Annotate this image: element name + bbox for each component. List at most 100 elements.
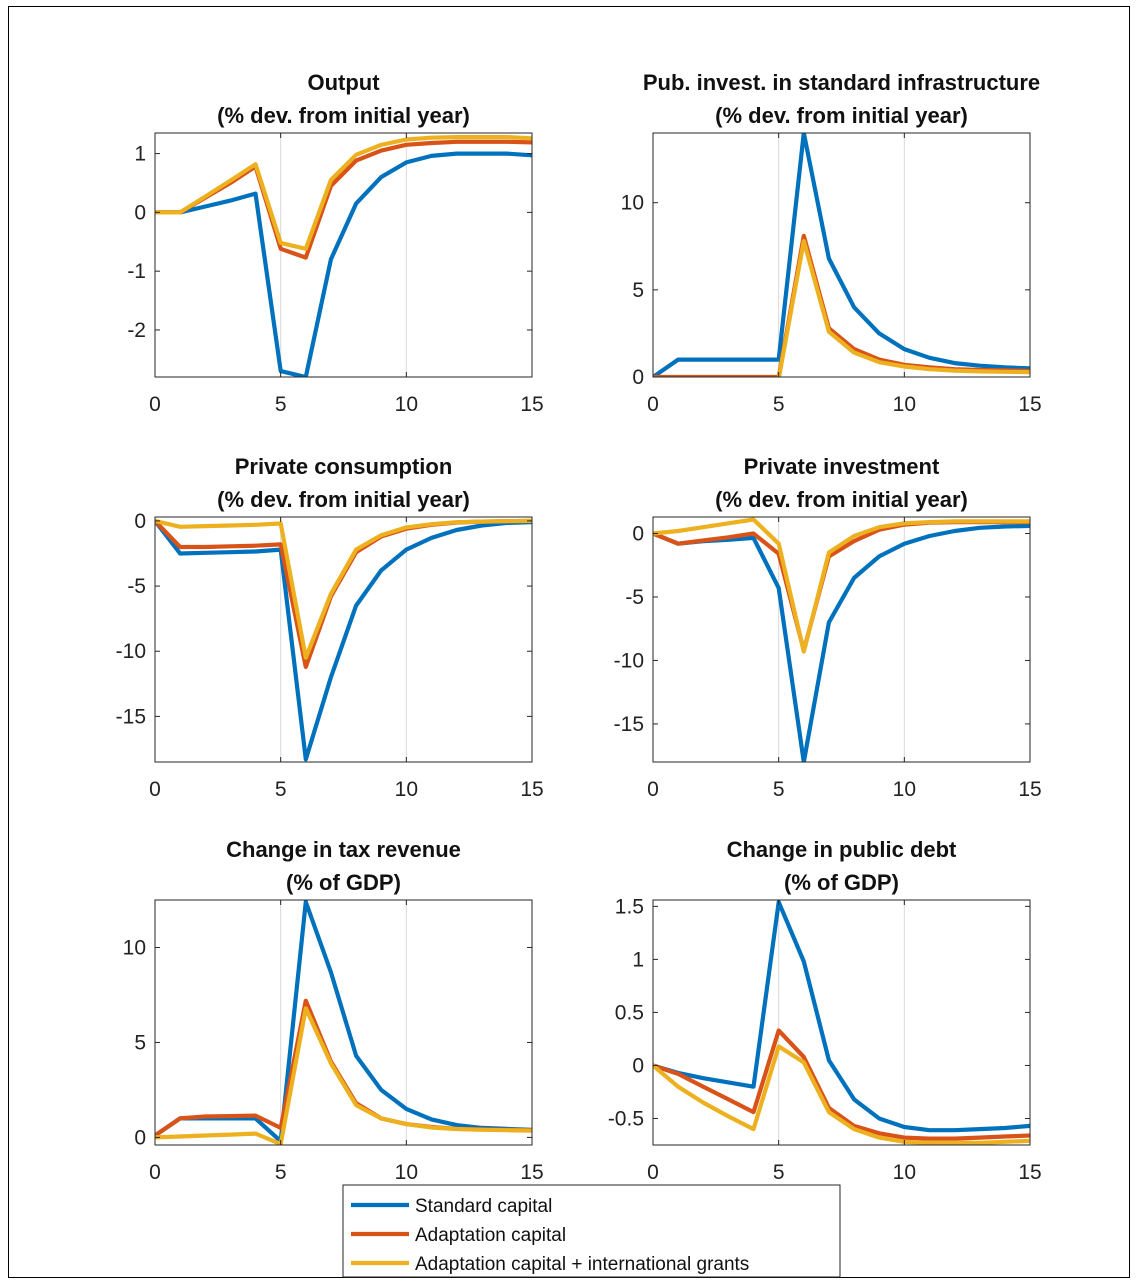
y-tick-label: 0	[134, 201, 146, 224]
chart-title-line: Change in public debt	[727, 837, 957, 862]
chart-title-line: (% dev. from initial year)	[217, 487, 470, 512]
series-line-grants	[155, 1006, 532, 1145]
legend: Standard capital Adaptation capital Adapta…	[342, 1184, 841, 1278]
chart-panel-1: Output(% dev. from initial year)0 5 10 15-2…	[127, 70, 543, 416]
y-tick-label: 0.5	[615, 1001, 644, 1024]
x-tick-label: 5	[275, 1161, 287, 1184]
y-tick-label: 5	[632, 279, 644, 302]
chart-title-line: Pub. invest. in standard infrastructure	[643, 70, 1040, 95]
series-line-adaptation	[155, 139, 532, 260]
x-tick-label: 5	[773, 1161, 785, 1184]
y-tick-label: 0	[632, 523, 644, 546]
x-tick-label: 15	[520, 778, 543, 801]
legend-label-grants: Adaptation capital + international grant…	[415, 1254, 749, 1275]
x-tick-label: 15	[520, 393, 543, 416]
x-tick-label: 5	[275, 393, 287, 416]
y-tick-label: -10	[614, 649, 644, 672]
x-tick-label: 10	[395, 1161, 418, 1184]
x-tick-label: 0	[647, 393, 659, 416]
axes-box	[652, 516, 1031, 763]
series-group	[155, 518, 532, 762]
axes-box	[154, 132, 533, 378]
series-line-standard	[653, 900, 1030, 1133]
axes-box	[154, 899, 533, 1146]
x-tick-label: 0	[647, 778, 659, 801]
x-tick-label: 10	[893, 778, 916, 801]
legend-label-standard: Standard capital	[415, 1196, 552, 1217]
y-tick-label: 1	[134, 143, 146, 166]
x-tick-label: 0	[149, 393, 161, 416]
chart-title-line: (% of GDP)	[286, 870, 401, 895]
x-tick-label: 0	[149, 778, 161, 801]
series-line-grants	[653, 239, 1030, 377]
y-tick-label: 0	[134, 1126, 146, 1149]
x-tick-label: 15	[520, 1161, 543, 1184]
x-tick-label: 10	[395, 393, 418, 416]
x-tick-label: 10	[893, 393, 916, 416]
y-tick-label: -1	[127, 260, 146, 283]
y-tick-label: 5	[134, 1031, 146, 1054]
y-tick-label: -15	[614, 713, 644, 736]
x-tick-label: 10	[893, 1161, 916, 1184]
series-line-standard	[155, 900, 532, 1144]
chart-panel-3: Private consumption (% dev. from initial …	[116, 454, 544, 801]
y-tick-label: -15	[116, 705, 146, 728]
chart-panel-4: Private investment (% dev. from initial y…	[614, 454, 1042, 801]
chart-title-line: (% dev. from initial year)	[715, 487, 968, 512]
chart-title-line: Change in tax revenue	[226, 837, 461, 862]
x-tick-label: 0	[149, 1161, 161, 1184]
series-line-adaptation	[653, 233, 1030, 377]
chart-panel-6: Change in public debt(% of GDP)0 5 10 15-0.…	[608, 837, 1042, 1184]
x-tick-label: 15	[1018, 1161, 1041, 1184]
chart-title-line: (% dev. from initial year)	[217, 103, 470, 128]
x-tick-label: 15	[1018, 778, 1041, 801]
series-line-grants	[653, 1044, 1030, 1145]
y-tick-label: 0	[632, 1054, 644, 1077]
x-tick-label: 5	[773, 393, 785, 416]
x-tick-label: 10	[395, 778, 418, 801]
series-line-adaptation	[653, 1028, 1030, 1141]
series-line-standard	[653, 523, 1030, 762]
axes-box	[652, 132, 1031, 378]
series-line-standard	[155, 518, 532, 762]
series-line-standard	[155, 151, 532, 377]
chart-title-line: (% dev. from initial year)	[715, 103, 968, 128]
x-tick-label: 5	[773, 778, 785, 801]
y-tick-label: 10	[123, 936, 146, 959]
legend-box	[342, 1184, 841, 1278]
y-tick-label: -2	[127, 319, 146, 342]
y-tick-label: -5	[625, 586, 644, 609]
x-tick-label: 15	[1018, 393, 1041, 416]
y-tick-label: -5	[127, 575, 146, 598]
series-line-adaptation	[653, 519, 1030, 653]
chart-title-line: Output	[307, 70, 380, 95]
axes-box	[154, 516, 533, 763]
x-tick-label: 0	[647, 1161, 659, 1184]
chart-panel-5: Change in tax revenue (% of GDP) 0 5 10 15 0 5 1…	[123, 837, 544, 1184]
legend-label-adaptation: Adaptation capital	[415, 1225, 566, 1246]
chart-title-line: Private consumption	[235, 454, 453, 479]
y-tick-label: -0.5	[608, 1107, 644, 1130]
x-tick-label: 5	[275, 778, 287, 801]
chart-panel-2: Pub. invest. in standard infrastructure (…	[621, 70, 1042, 416]
figure-frame	[8, 6, 1130, 1278]
y-tick-label: -10	[116, 640, 146, 663]
axes-box	[652, 899, 1031, 1146]
series-line-standard	[653, 133, 1030, 377]
series-group	[653, 133, 1030, 377]
series-group	[653, 900, 1030, 1145]
chart-title-line: (% of GDP)	[784, 870, 899, 895]
y-tick-label: 1	[632, 948, 644, 971]
y-tick-label: 1.5	[615, 895, 644, 918]
series-line-grants	[155, 518, 532, 660]
y-tick-label: 0	[134, 510, 146, 533]
chart-title-line: Private investment	[744, 454, 940, 479]
series-group	[155, 900, 532, 1145]
series-group	[155, 135, 532, 377]
series-line-grants	[155, 135, 532, 251]
y-tick-label: 10	[621, 192, 644, 215]
series-group	[653, 517, 1030, 762]
series-line-grants	[653, 517, 1030, 654]
y-tick-label: 0	[632, 366, 644, 389]
